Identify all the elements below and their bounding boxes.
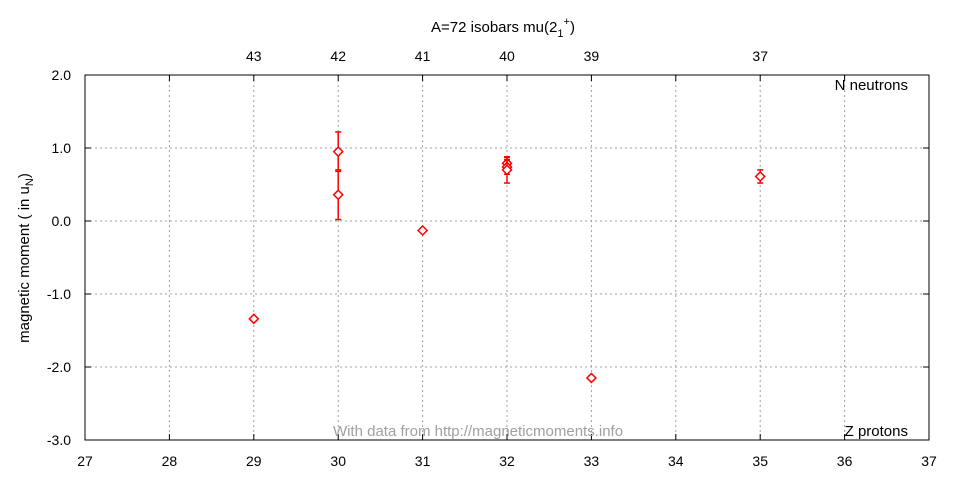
y-tick-label: 1.0	[52, 140, 72, 156]
y-tick-label: -2.0	[47, 359, 71, 375]
y-tick-label: 0.0	[52, 213, 72, 229]
y-tick-label: -3.0	[47, 432, 71, 448]
x-tick-label: 29	[246, 453, 262, 469]
diamond-marker	[754, 170, 766, 183]
x-tick-label: 34	[668, 453, 684, 469]
x-tick-label: 33	[584, 453, 600, 469]
top-tick-label: 41	[415, 48, 431, 64]
diamond-marker	[332, 146, 344, 158]
y-axis-label: magnetic moment ( in uN)	[16, 173, 36, 343]
y-axis: -3.0 -2.0 -1.0 0.0 1.0 2.0	[47, 67, 929, 448]
data-source-watermark: With data from http://magneticmoments.in…	[333, 423, 623, 440]
x-tick-label: 31	[415, 453, 431, 469]
data-point	[585, 372, 597, 384]
data-point	[248, 313, 260, 325]
y-tick-label: -1.0	[47, 286, 71, 302]
neutrons-axis-note: N neutrons	[835, 77, 908, 94]
x-tick-label: 27	[77, 453, 93, 469]
diamond-marker	[248, 313, 260, 325]
top-tick-label: 42	[330, 48, 346, 64]
diamond-marker	[417, 224, 429, 237]
diamond-marker	[585, 372, 597, 384]
x-tick-label: 30	[330, 453, 346, 469]
x-axis: 27 28 29 30 31 32 33 34 35 36 37	[77, 75, 937, 469]
x-tick-label: 37	[921, 453, 937, 469]
top-tick-label: 39	[584, 48, 600, 64]
top-axis-neutrons: 43 42 41 40 39 37	[246, 48, 768, 64]
data-points	[248, 131, 766, 384]
data-point	[332, 169, 344, 221]
data-point	[417, 224, 429, 237]
protons-axis-note: Z protons	[845, 423, 908, 440]
data-point	[754, 169, 766, 184]
top-tick-label: 40	[499, 48, 515, 64]
chart-title: A=72 isobars mu(21+)	[431, 16, 575, 40]
diamond-marker	[332, 189, 344, 201]
top-tick-label: 37	[752, 48, 768, 64]
top-tick-label: 43	[246, 48, 262, 64]
y-tick-label: 2.0	[52, 67, 72, 83]
x-tick-label: 35	[752, 453, 768, 469]
x-tick-label: 32	[499, 453, 515, 469]
data-point	[501, 156, 513, 184]
x-tick-label: 36	[837, 453, 853, 469]
x-tick-label: 28	[162, 453, 178, 469]
data-point	[332, 131, 344, 173]
grid	[85, 75, 929, 440]
diamond-marker	[501, 164, 513, 176]
